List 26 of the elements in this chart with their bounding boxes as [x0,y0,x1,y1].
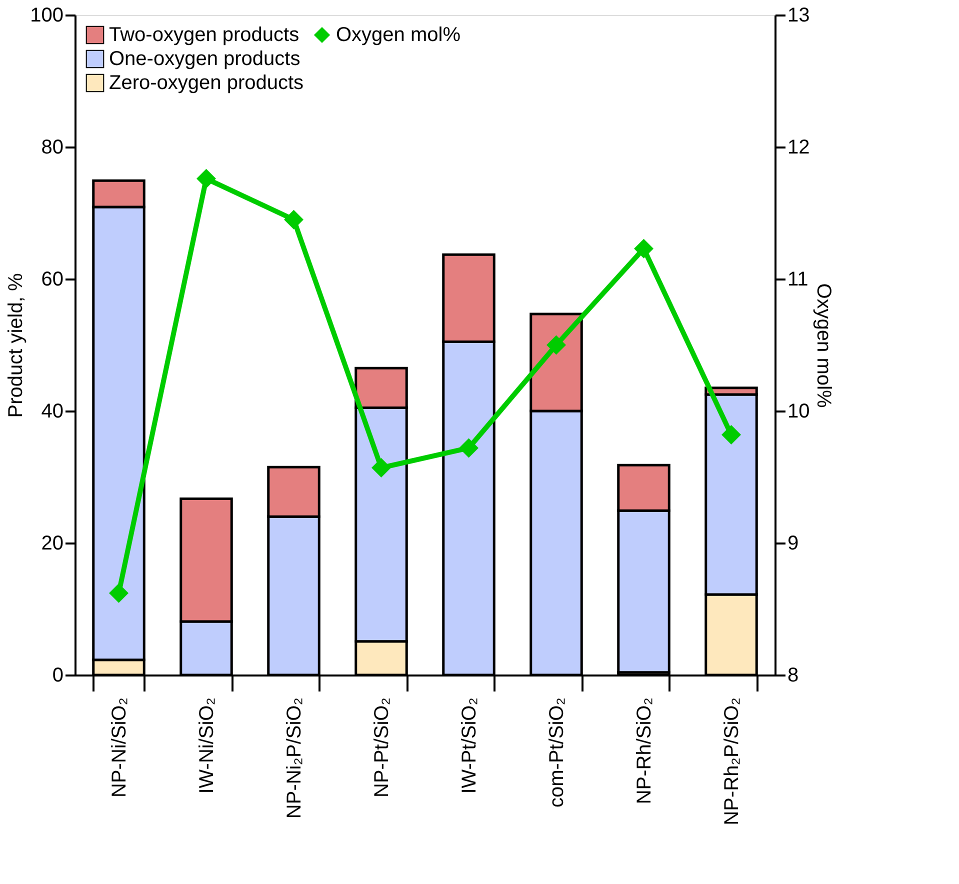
x-tick-label: NP-Rh/SiO₂ [633,698,656,804]
y-tick-label: 0 [52,664,64,686]
y-tick-label: 80 [41,136,64,158]
x-tick-label: com-Pt/SiO₂ [546,698,568,808]
y2-tick-label: 8 [788,664,799,686]
y2-tick-label: 11 [788,268,808,290]
legend-label: Two-oxygen products [109,24,300,46]
legend-label: One-oxygen products [109,48,300,70]
y2-axis-title: Oxygen mol% [812,283,835,408]
legend-label: Zero-oxygen products [109,72,304,94]
y2-tick-label: 9 [788,532,799,554]
y-tick-label: 100 [30,4,64,26]
x-tick-label: NP-Pt/SiO₂ [370,698,393,798]
y2-tick-label: 13 [788,4,810,26]
y-axis-title: Product yield, % [5,273,28,418]
x-tick-label: IW-Pt/SiO₂ [458,698,480,794]
legend-label: Oxygen mol% [336,24,461,46]
x-tick-label: NP-Rh₂P/SiO₂ [720,698,743,826]
y2-tick-label: 10 [788,400,810,422]
x-tick-label: NP-Ni/SiO₂ [108,698,130,798]
y-tick-label: 60 [41,268,64,290]
x-tick-label: IW-Ni/SiO₂ [196,698,218,794]
y-tick-label: 40 [41,400,64,422]
y2-tick-label: 12 [788,136,810,158]
x-tick-label: NP-Ni₂P/SiO₂ [283,698,306,819]
y-tick-label: 20 [41,532,64,554]
